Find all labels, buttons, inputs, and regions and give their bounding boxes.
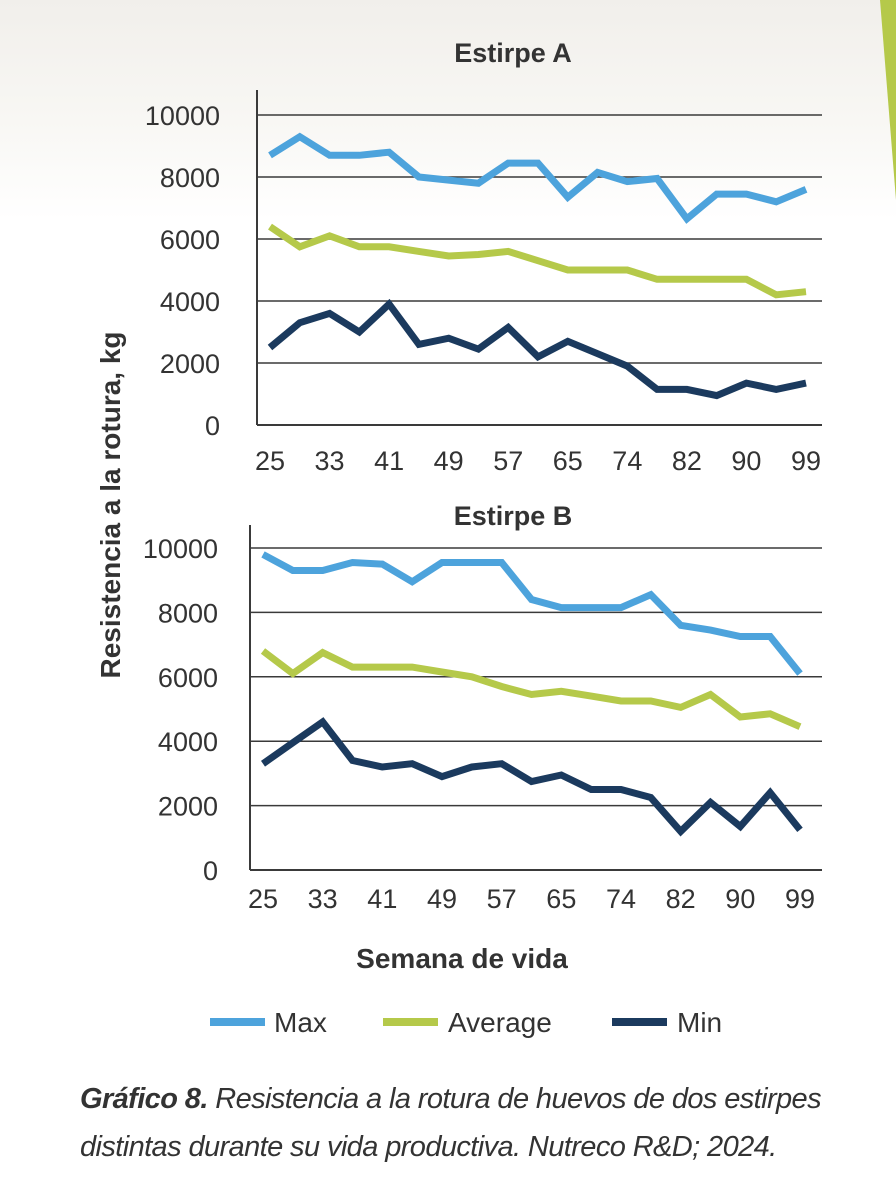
- chart-title: Estirpe B: [454, 501, 573, 531]
- x-tick-label: 25: [255, 446, 285, 476]
- y-tick-label: 4000: [160, 287, 220, 317]
- x-tick-label: 49: [434, 446, 464, 476]
- legend-swatch-max: [210, 1018, 265, 1026]
- corner-accent-shape: [880, 0, 896, 200]
- x-tick-label: 57: [493, 446, 523, 476]
- legend-item-max: Max: [210, 1007, 327, 1038]
- legend-item-min: Min: [612, 1007, 722, 1038]
- y-tick-label: 10000: [145, 101, 220, 131]
- chart-panel-estirpe-a: Estirpe A 0 2000 4000 6000 8000 10000 25 33 41 49…: [145, 38, 822, 476]
- y-tick-label: 2000: [160, 349, 220, 379]
- y-tick-label: 0: [205, 411, 220, 441]
- series-line-average: [268, 223, 807, 299]
- chart-title: Estirpe A: [454, 38, 572, 68]
- legend-label-min: Min: [677, 1007, 722, 1038]
- caption-text: Resistencia a la rotura de huevos de dos…: [80, 1083, 822, 1163]
- caption-lead: Gráfico 8.: [80, 1083, 208, 1115]
- x-tick-label: 65: [546, 884, 576, 914]
- y-tick-label: 0: [203, 856, 218, 886]
- x-axis-title: Semana de vida: [356, 943, 568, 974]
- x-tick-label: 82: [666, 884, 696, 914]
- y-tick-label: 6000: [160, 225, 220, 255]
- x-tick-label: 74: [612, 446, 642, 476]
- chart-panel-estirpe-b: Estirpe B 0 2000 4000 6000 8000 10000 25 33 41 49…: [143, 501, 822, 914]
- y-tick-label: 2000: [158, 792, 218, 822]
- legend-label-max: Max: [274, 1007, 327, 1038]
- x-tick-label: 33: [315, 446, 345, 476]
- series-line-min: [267, 298, 807, 400]
- y-tick-label: 8000: [160, 163, 220, 193]
- x-tick-label: 82: [672, 446, 702, 476]
- x-tick-label: 74: [606, 884, 636, 914]
- x-tick-label: 99: [785, 884, 815, 914]
- legend-item-average: Average: [383, 1007, 552, 1038]
- x-tick-label: 99: [791, 446, 821, 476]
- x-tick-label: 41: [367, 884, 397, 914]
- y-tick-label: 6000: [158, 663, 218, 693]
- y-axis-title: Resistencia a la rotura, kg: [95, 331, 126, 678]
- figure-svg: Estirpe A 0 2000 4000 6000 8000 10000 25 33 41 49…: [95, 38, 822, 1038]
- series-line-max: [268, 132, 808, 224]
- series-line-max: [261, 551, 803, 676]
- x-tick-label: 57: [487, 884, 517, 914]
- y-tick-label: 4000: [158, 727, 218, 757]
- y-tick-label: 8000: [158, 598, 218, 628]
- series-line-average: [260, 648, 802, 730]
- legend-swatch-min: [612, 1018, 667, 1026]
- x-tick-label: 41: [374, 446, 404, 476]
- legend-swatch-average: [383, 1018, 438, 1026]
- legend: Max Average Min: [210, 1007, 722, 1038]
- legend-label-average: Average: [448, 1007, 552, 1038]
- x-tick-label: 65: [553, 446, 583, 476]
- x-tick-label: 90: [725, 884, 755, 914]
- series-line-min: [260, 717, 803, 837]
- x-tick-label: 49: [427, 884, 457, 914]
- x-tick-label: 90: [731, 446, 761, 476]
- figure-caption: Gráfico 8. Resistencia a la rotura de hu…: [80, 1075, 870, 1171]
- x-tick-label: 33: [308, 884, 338, 914]
- x-tick-label: 25: [248, 884, 278, 914]
- y-tick-label: 10000: [143, 534, 218, 564]
